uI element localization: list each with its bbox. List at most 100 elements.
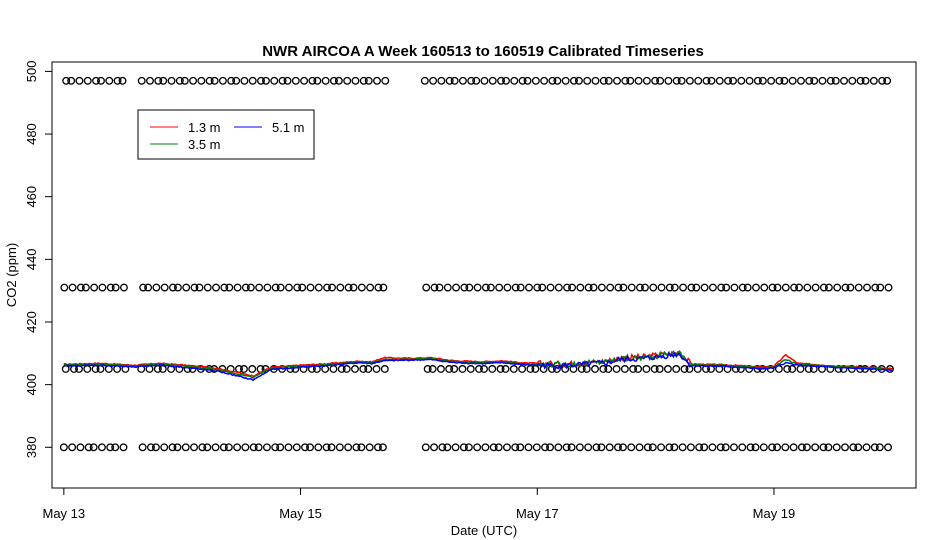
calibration-point [612, 365, 621, 373]
x-axis-label: Date (UTC) [451, 523, 517, 538]
calibration-point [271, 443, 280, 452]
calibration-point [501, 365, 510, 373]
calibration-point [854, 443, 863, 452]
calibration-point [436, 365, 445, 373]
calibration-point [322, 443, 331, 452]
calibration-point [62, 76, 71, 85]
calibration-point [452, 283, 461, 292]
calibration-point [146, 76, 154, 85]
calibration-point [883, 76, 892, 85]
calibration-point [811, 443, 820, 452]
calibration-point [737, 76, 746, 85]
y-axis: 380 400 420 440 460 480 500 [24, 61, 52, 458]
calibration-point [707, 76, 716, 85]
calibration-point [599, 365, 608, 373]
calibration-point [308, 76, 317, 85]
calibration-point [664, 76, 673, 85]
calibration-point [643, 443, 652, 452]
calibration-point [541, 443, 550, 452]
calibration-point [342, 365, 351, 373]
calibration-point [306, 443, 314, 452]
calibration-point [780, 76, 789, 85]
calibration-point [627, 283, 636, 292]
calibration-point [105, 76, 114, 85]
calibration-point [862, 443, 871, 452]
calibration-point [672, 76, 681, 85]
calibration-point [574, 76, 583, 85]
calibration-point [751, 443, 760, 452]
calibration-point [378, 443, 387, 452]
calibration-point [334, 76, 343, 85]
calibration-point [488, 365, 497, 373]
calibration-point [708, 443, 717, 452]
calibration-point [518, 365, 527, 373]
calibration-point [298, 283, 307, 292]
calibration-point [158, 365, 167, 373]
calibration-point [473, 443, 482, 452]
calibration-point [796, 365, 805, 373]
calibration-point [494, 443, 503, 452]
calibration-point [818, 76, 827, 85]
calibration-point [708, 283, 717, 292]
calibration-point [364, 76, 373, 85]
calibration-point [291, 76, 300, 85]
calibration-point [655, 365, 664, 373]
series-lines [63, 349, 893, 382]
calibration-point [614, 283, 623, 292]
calibration-point [225, 283, 234, 292]
calibration-point [438, 443, 447, 452]
calibration-point [768, 443, 777, 452]
calibration-point [833, 283, 842, 292]
calibration-point [329, 76, 338, 85]
calibration-point [314, 283, 323, 292]
calibration-point [240, 365, 248, 373]
calibration-point [443, 283, 452, 292]
calibration-point [92, 76, 100, 85]
calibration-point [489, 443, 498, 452]
calibration-point [641, 283, 649, 292]
calibration-point [538, 283, 547, 292]
calibration-point [198, 443, 207, 452]
calibration-point [511, 283, 520, 292]
calibration-point [205, 76, 214, 85]
calibration-point [604, 76, 613, 85]
calibration-point [582, 365, 591, 373]
y-tick-label-0: 380 [24, 436, 39, 458]
calibration-point [531, 76, 540, 85]
calibration-point [374, 443, 382, 452]
calibration-point [604, 365, 613, 373]
series-line-2 [63, 349, 893, 379]
calibration-point [89, 443, 98, 452]
calibration-point [276, 443, 285, 452]
calibration-point [219, 443, 228, 452]
calibration-point [665, 443, 674, 452]
y-tick-label-5: 480 [24, 123, 39, 145]
calibration-point [767, 76, 776, 85]
calibration-point [118, 76, 127, 85]
calibration-point [554, 443, 563, 452]
calibration-point [460, 283, 469, 292]
calibration-point [516, 443, 525, 452]
calibration-point [597, 283, 606, 292]
calibration-point [687, 283, 696, 292]
calibration-point [255, 283, 264, 292]
calibration-point [752, 283, 760, 292]
calibration-point [678, 443, 687, 452]
calibration-point [717, 283, 726, 292]
calibration-point [811, 283, 820, 292]
calibration-point [614, 443, 622, 452]
legend-label-3: 5.1 m [272, 120, 305, 135]
calibration-point [241, 443, 250, 452]
calibration-point [352, 443, 361, 452]
calibration-point [567, 443, 576, 452]
calibration-point [692, 283, 701, 292]
calibration-point [584, 443, 593, 452]
calibration-point [119, 443, 128, 452]
calibration-point [276, 283, 285, 292]
calibration-point [568, 283, 577, 292]
calibration-point [781, 283, 790, 292]
calibration-point [175, 76, 184, 85]
calibration-point [167, 76, 176, 85]
calibration-point [729, 76, 737, 85]
calibration-point [599, 76, 608, 85]
